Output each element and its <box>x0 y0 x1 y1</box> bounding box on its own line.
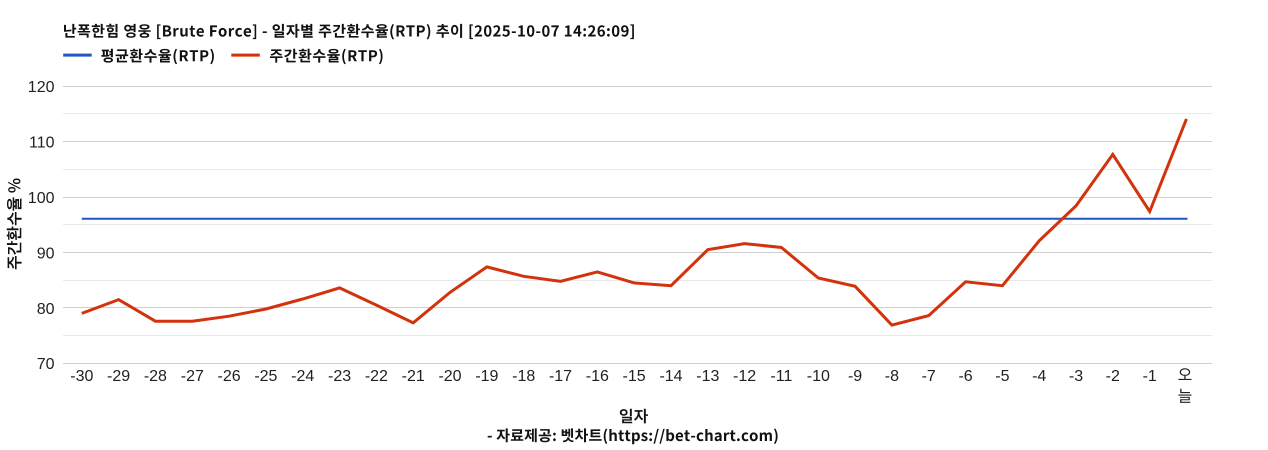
svg-text:-5: -5 <box>995 368 1009 385</box>
svg-text:-27: -27 <box>181 368 204 385</box>
svg-text:-17: -17 <box>549 368 572 385</box>
svg-text:-23: -23 <box>328 368 351 385</box>
svg-text:-10: -10 <box>807 368 830 385</box>
svg-text:-13: -13 <box>696 368 719 385</box>
svg-text:-12: -12 <box>733 368 756 385</box>
svg-text:-28: -28 <box>144 368 167 385</box>
svg-text:-18: -18 <box>512 368 535 385</box>
svg-text:-26: -26 <box>218 368 241 385</box>
svg-text:-6: -6 <box>958 368 972 385</box>
svg-text:-9: -9 <box>848 368 862 385</box>
svg-text:-21: -21 <box>402 368 425 385</box>
svg-text:-3: -3 <box>1069 368 1083 385</box>
svg-text:-16: -16 <box>586 368 609 385</box>
svg-text:-15: -15 <box>623 368 646 385</box>
svg-text:-24: -24 <box>291 368 314 385</box>
svg-text:90: 90 <box>37 245 55 262</box>
svg-text:-30: -30 <box>70 368 93 385</box>
svg-text:-1: -1 <box>1143 368 1157 385</box>
svg-text:80: 80 <box>37 301 55 318</box>
svg-text:-7: -7 <box>922 368 936 385</box>
svg-text:-14: -14 <box>659 368 682 385</box>
svg-text:-25: -25 <box>254 368 277 385</box>
svg-text:-8: -8 <box>885 368 899 385</box>
svg-text:-29: -29 <box>107 368 130 385</box>
svg-text:-4: -4 <box>1032 368 1046 385</box>
svg-text:110: 110 <box>29 135 55 152</box>
svg-text:120: 120 <box>28 79 55 96</box>
svg-text:-22: -22 <box>365 368 388 385</box>
svg-text:-20: -20 <box>438 368 461 385</box>
svg-text:-19: -19 <box>475 368 498 385</box>
svg-text:100: 100 <box>28 190 55 207</box>
svg-text:-11: -11 <box>770 368 792 385</box>
svg-text:-2: -2 <box>1106 368 1120 385</box>
svg-text:70: 70 <box>37 356 55 373</box>
